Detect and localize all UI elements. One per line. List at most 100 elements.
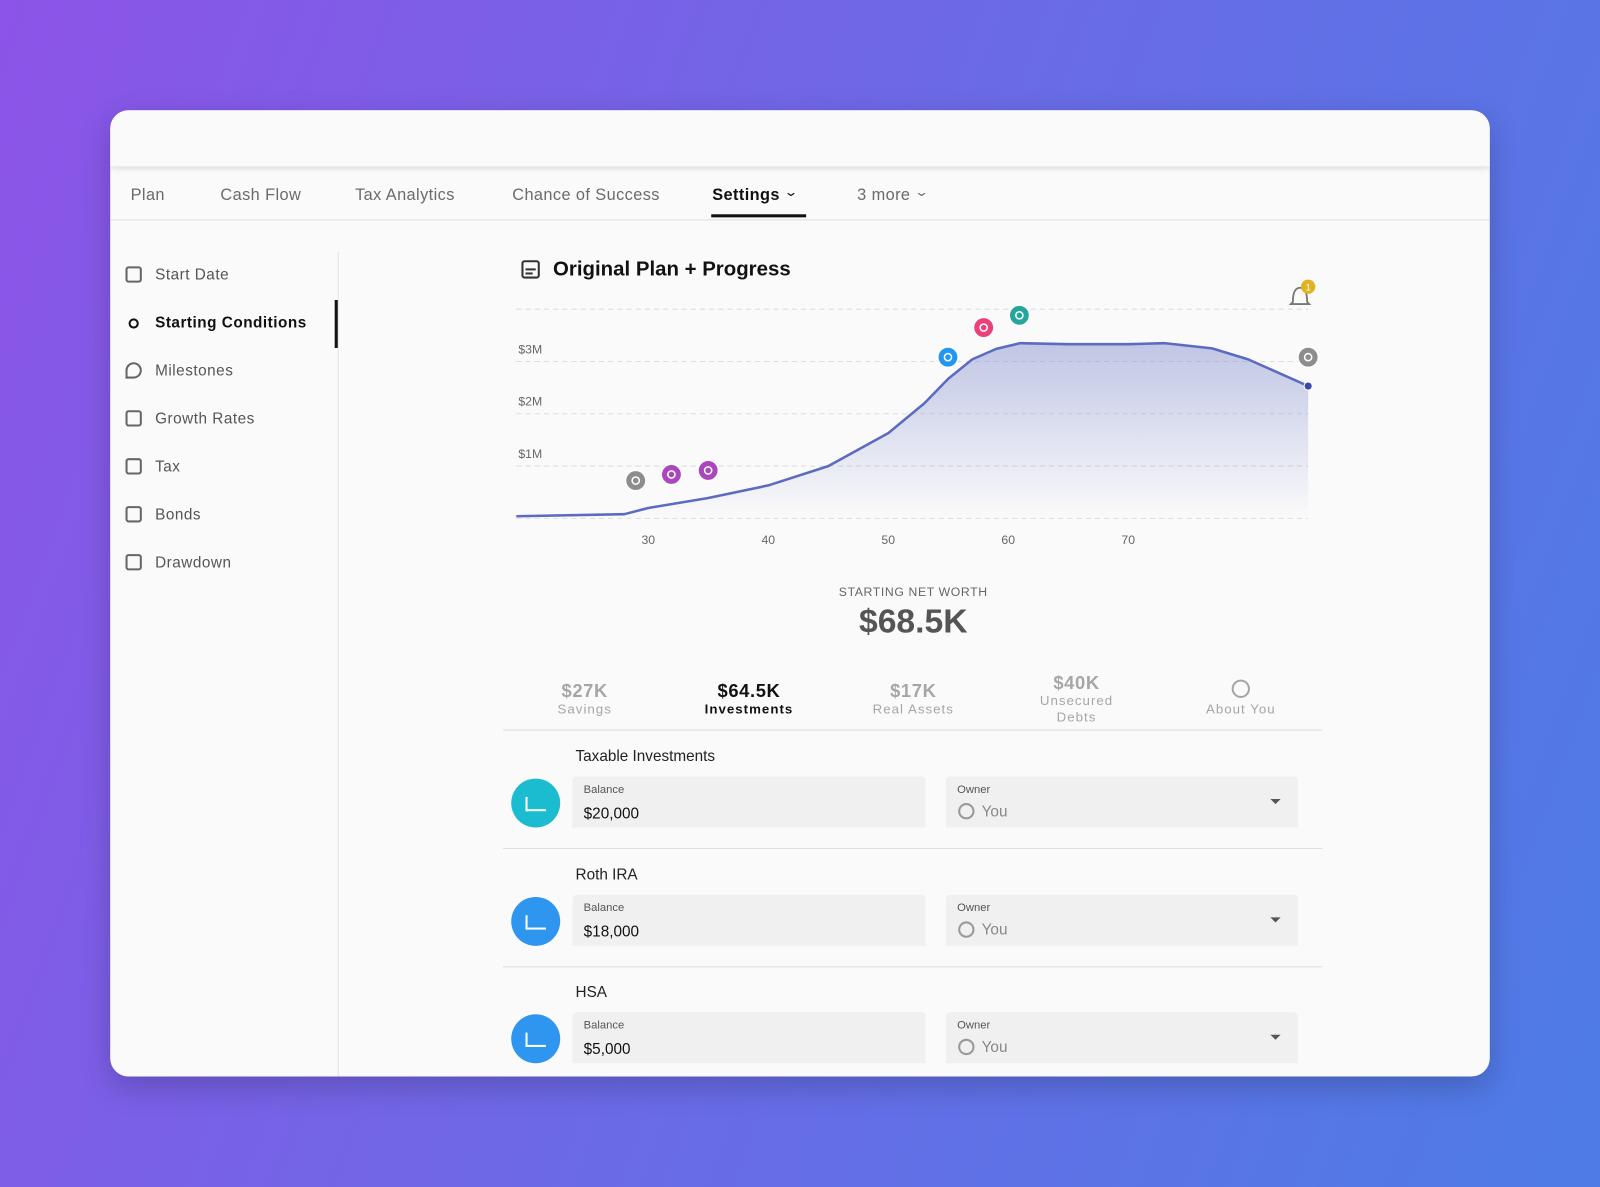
x-tick-label: 70 [1121, 533, 1135, 547]
sidebar-item[interactable]: Drawdown [155, 554, 232, 572]
event-glyph [943, 352, 953, 362]
bell-icon [1288, 286, 1312, 305]
balance-field[interactable] [572, 894, 926, 946]
tab[interactable]: Chance of Success [512, 186, 660, 205]
sidebar-item[interactable]: Start Date [155, 266, 230, 284]
dropdown-chevron: ⌄ [783, 184, 799, 199]
account-icon [511, 896, 561, 946]
field-label: Owner [957, 901, 991, 914]
event-marker [936, 346, 959, 369]
sidebar-icon [125, 410, 142, 427]
owner-field[interactable] [945, 776, 1298, 828]
top-bar [110, 110, 1490, 167]
x-tick-label: 60 [1001, 533, 1015, 547]
x-tick-label: 50 [881, 533, 895, 547]
event-marker [624, 469, 647, 492]
event-marker [972, 316, 995, 339]
tab-bar-border [110, 219, 1490, 221]
account-name: Taxable Investments [575, 747, 716, 766]
field-label: Balance [583, 901, 625, 914]
owner-value[interactable]: You [981, 1038, 1008, 1057]
sidebar-icon [128, 318, 139, 329]
owner-icon [958, 1038, 975, 1056]
field-label: Owner [957, 783, 991, 796]
dropdown-arrow[interactable] [1270, 1034, 1281, 1040]
sidebar-icon [125, 266, 142, 283]
account-icon [511, 1014, 561, 1064]
category-value[interactable]: $64.5K [717, 680, 781, 702]
tab[interactable]: Tax Analytics [355, 186, 455, 205]
sidebar-icon [125, 362, 142, 379]
field-label: Owner [957, 1019, 991, 1032]
account-icon [511, 778, 561, 828]
category-label[interactable]: About You [1205, 701, 1276, 717]
event-marker [660, 463, 683, 486]
dropdown-chevron: ⌄ [914, 184, 929, 199]
tab[interactable]: Settings [712, 186, 780, 205]
summary-value: $68.5K [858, 602, 968, 640]
y-tick-label: $1M [518, 447, 542, 461]
owner-field[interactable] [945, 894, 1298, 946]
divider [503, 847, 1323, 849]
divider [503, 965, 1323, 967]
net-worth-chart: $1M $2M $3M 30 40 50 60 70 1 [516, 279, 1320, 547]
line [516, 341, 1309, 518]
category-value[interactable]: $17K [890, 680, 937, 702]
chart-title: Original Plan + Progress [553, 258, 791, 281]
balance-value[interactable]: $20,000 [583, 805, 640, 823]
summary-label: STARTING NET WORTH [838, 584, 988, 599]
divider [503, 729, 1323, 731]
category-label[interactable]: Unsecured Debts [1039, 692, 1114, 725]
balance-field[interactable] [572, 776, 926, 828]
sidebar-item[interactable]: Bonds [155, 506, 202, 524]
tab[interactable]: 3 more [857, 186, 911, 205]
dropdown-arrow[interactable] [1270, 798, 1281, 805]
event-glyph [667, 470, 676, 479]
owner-icon [958, 803, 975, 820]
event-glyph [979, 323, 989, 332]
sidebar-icon [125, 506, 142, 523]
y-tick-label: $2M [518, 395, 542, 409]
category-label[interactable]: Investments [704, 701, 794, 717]
end-point [1303, 381, 1313, 391]
account-icon-glyph [525, 914, 546, 930]
balance-value[interactable]: $5,000 [583, 1040, 631, 1059]
account-icon-glyph [525, 1032, 546, 1047]
dropdown-arrow[interactable] [1270, 916, 1281, 922]
balance-value[interactable]: $18,000 [583, 922, 640, 941]
field-label: Balance [583, 783, 625, 796]
category-value[interactable]: $27K [561, 680, 608, 702]
y-tick-label: $3M [518, 342, 542, 356]
event-marker [697, 459, 720, 482]
calendar-icon [521, 260, 540, 279]
sidebar-border [337, 252, 339, 1077]
sidebar-icon [125, 458, 142, 475]
badge-count: 1 [1306, 282, 1311, 292]
owner-icon [958, 920, 975, 938]
event-glyph [1303, 352, 1313, 362]
event-marker [1008, 304, 1031, 327]
sidebar-item[interactable]: Starting Conditions [155, 314, 307, 332]
sidebar-item[interactable]: Growth Rates [155, 410, 255, 428]
tab[interactable]: Plan [130, 186, 165, 205]
owner-value[interactable]: You [981, 920, 1008, 939]
sidebar-item[interactable]: Milestones [155, 362, 234, 380]
tab[interactable]: Cash Flow [220, 186, 302, 205]
active-tab-indicator [711, 214, 807, 218]
owner-field[interactable] [945, 1012, 1298, 1064]
category-icon [1231, 679, 1250, 698]
sidebar-item[interactable]: Tax [155, 458, 181, 476]
field-label: Balance [583, 1019, 625, 1032]
sidebar-icon [125, 554, 142, 571]
event-glyph [703, 466, 713, 475]
balance-field[interactable] [572, 1012, 926, 1064]
category-value[interactable]: $40K [1053, 672, 1100, 693]
badge [1301, 279, 1316, 294]
owner-value[interactable]: You [981, 803, 1008, 821]
category-label[interactable]: Real Assets [872, 701, 954, 717]
account-name: HSA [575, 983, 607, 1002]
active-sidebar-indicator [334, 299, 338, 348]
category-label[interactable]: Savings [557, 701, 612, 717]
